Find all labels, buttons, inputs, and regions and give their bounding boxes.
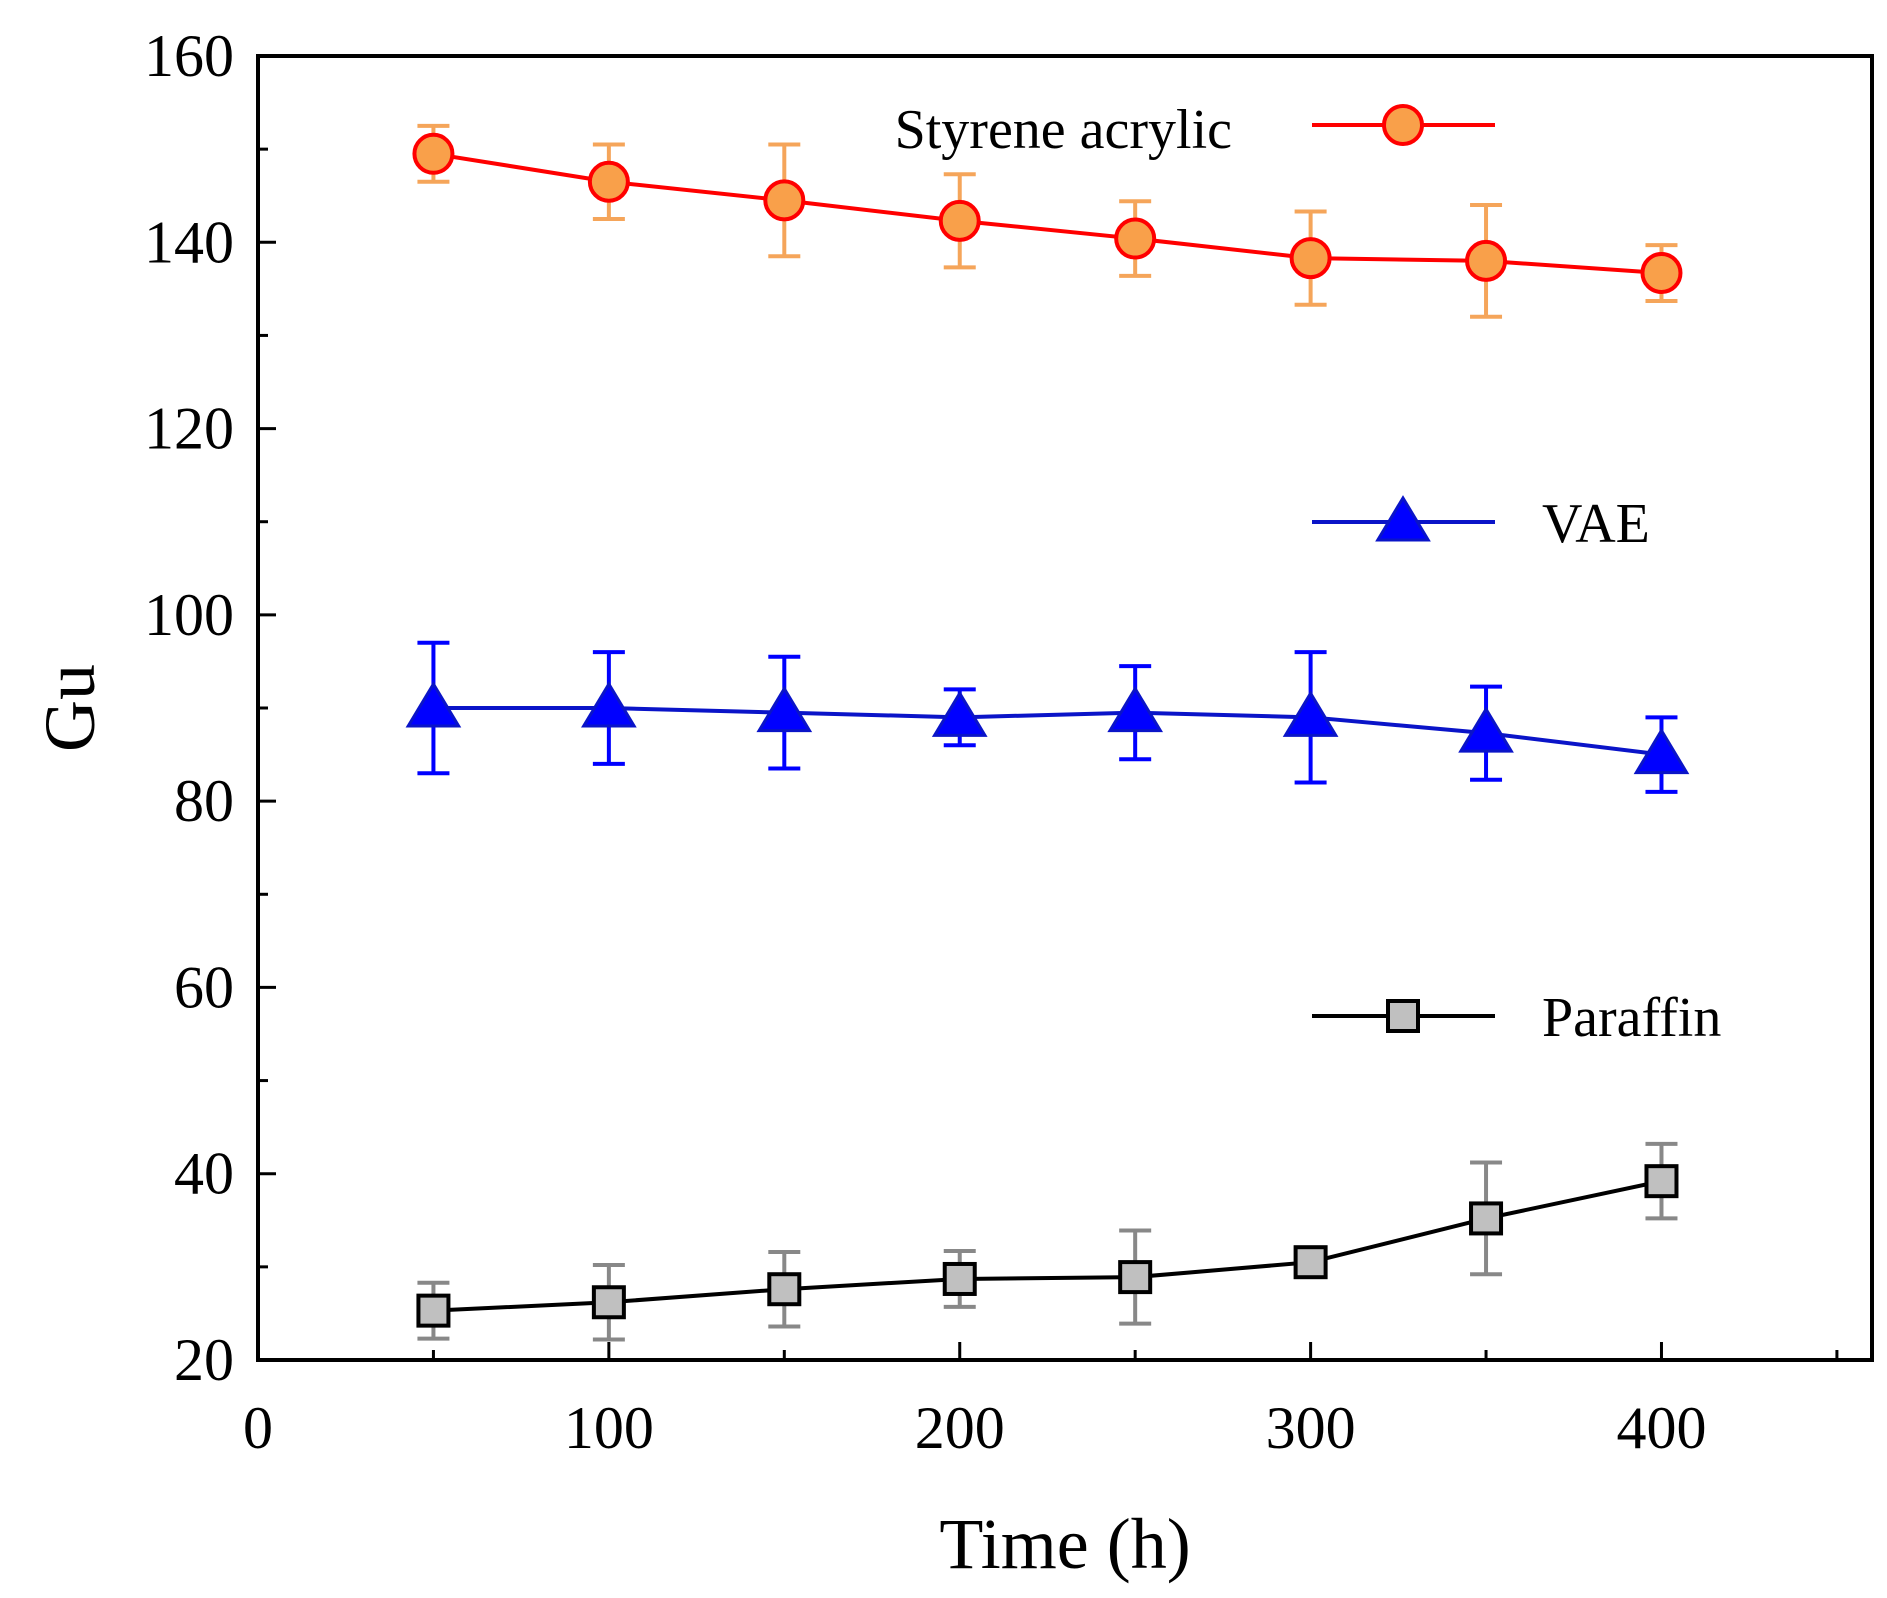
legend-label-paraffin: Paraffin [1542, 987, 1721, 1049]
legend: Styrene acrylic VAE Paraffin [895, 99, 1722, 1049]
paraffin-point [591, 1285, 626, 1320]
styrene-acrylic-point [587, 160, 630, 203]
vae-line [433, 706, 1662, 757]
styrene-acrylic-point [1465, 239, 1508, 282]
y-tick-label: 100 [144, 582, 234, 648]
y-tick-label: 120 [144, 396, 234, 462]
styrene-acrylic-point [1640, 252, 1683, 295]
paraffin-point [942, 1261, 977, 1296]
y-tick-label: 60 [174, 954, 234, 1020]
x-tick-label: 100 [564, 1395, 654, 1461]
paraffin-point [1469, 1201, 1504, 1236]
series-lines [433, 151, 1662, 1313]
axis-labels: 20 40 60 80 100 120 140 160 0 100 200 300 400 Time (h… [30, 23, 1706, 1584]
styrene-acrylic-point [1289, 237, 1332, 280]
styrene-acrylic-point [763, 179, 806, 222]
vae-point [931, 690, 988, 737]
legend-marker-styrene-acrylic [1382, 104, 1424, 146]
legend-item-paraffin: Paraffin [1312, 987, 1721, 1049]
legend-marker-paraffin [1386, 999, 1420, 1033]
legend-item-styrene-acrylic: Styrene acrylic [895, 99, 1495, 161]
legend-label-styrene-acrylic: Styrene acrylic [895, 99, 1232, 161]
paraffin-point [1293, 1245, 1328, 1280]
series-markers [405, 132, 1690, 1328]
styrene-acrylic-point [412, 132, 455, 175]
x-tick-label: 300 [1266, 1395, 1356, 1461]
vae-point [1458, 706, 1514, 753]
y-tick-label: 20 [174, 1327, 234, 1393]
vae-point [1282, 690, 1339, 737]
vae-point [1107, 685, 1164, 733]
styrene-acrylic-point [938, 199, 981, 242]
x-tick-label: 200 [915, 1395, 1005, 1461]
paraffin-line [433, 1179, 1662, 1313]
x-axis-title: Time (h) [939, 1504, 1190, 1584]
legend-label-vae: VAE [1542, 493, 1650, 555]
paraffin-point [767, 1272, 802, 1307]
y-axis-title: Gu [30, 664, 110, 752]
x-tick-label: 400 [1616, 1395, 1706, 1461]
vae-point [1633, 727, 1690, 775]
vae-point [756, 685, 813, 733]
y-tick-label: 160 [144, 23, 234, 89]
vae-point [581, 681, 637, 728]
y-tick-label: 80 [174, 768, 234, 834]
styrene-acrylic-line [433, 151, 1662, 276]
x-tick-label: 0 [243, 1395, 273, 1461]
styrene-acrylic-point [1114, 217, 1157, 260]
vae-point [405, 681, 462, 728]
y-tick-label: 40 [174, 1141, 234, 1207]
paraffin-point [1644, 1164, 1679, 1199]
legend-marker-vae [1375, 495, 1431, 542]
axes [256, 54, 1874, 1362]
legend-item-vae: VAE [1312, 493, 1650, 555]
paraffin-point [1118, 1260, 1153, 1295]
y-tick-label: 140 [144, 209, 234, 275]
paraffin-point [416, 1293, 451, 1328]
